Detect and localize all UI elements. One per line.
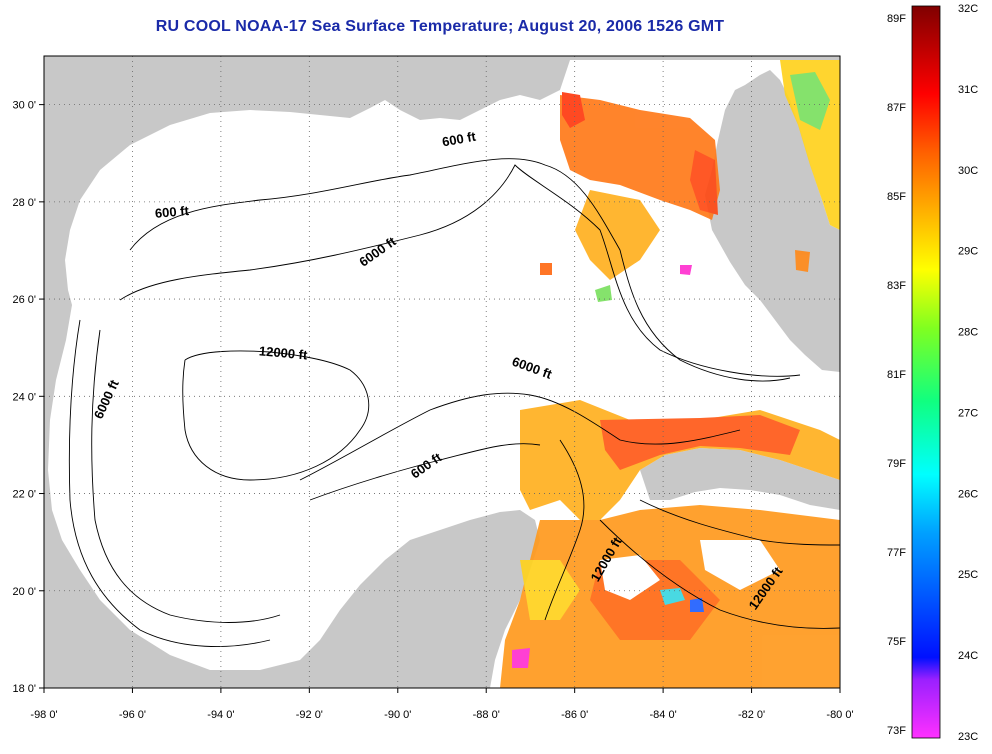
lat-tick-label: 18 0'	[12, 683, 36, 695]
contour-label: 600 ft	[154, 203, 190, 221]
latitude-labels: 18 0' 20 0' 22 0' 24 0' 26 0' 28 0' 30 0'	[12, 100, 44, 695]
map-frame	[43, 55, 841, 689]
lon-tick-label: -84 0'	[650, 709, 677, 721]
mexico-land	[44, 305, 540, 688]
lat-tick-label: 24 0'	[12, 391, 36, 403]
lat-tick-label: 22 0'	[12, 489, 36, 501]
contour-label: 12000 ft	[258, 343, 308, 362]
lon-tick-label: -88 0'	[473, 709, 500, 721]
us-coast-land	[44, 56, 840, 372]
longitude-labels: -98 0' -96 0' -94 0' -92 0' -90 0' -88 0' -86 …	[30, 688, 854, 721]
contour-600ft	[129, 158, 791, 382]
lon-tick-label: -90 0'	[384, 709, 411, 721]
bathymetry-contours	[68, 158, 840, 648]
lon-tick-label: -96 0'	[119, 709, 146, 721]
lon-tick-label: -86 0'	[561, 709, 588, 721]
lat-tick-label: 20 0'	[12, 586, 36, 598]
contour-6000ft	[119, 164, 801, 377]
contour-12000ft	[182, 350, 370, 481]
lat-tick-label: 28 0'	[12, 197, 36, 209]
contour-label: 600 ft	[441, 129, 478, 150]
us-north-coast	[44, 56, 840, 305]
lat-tick-label: 26 0'	[12, 294, 36, 306]
map-title: RU COOL NOAA-17 Sea Surface Temperature;…	[155, 18, 725, 35]
lon-tick-label: -82 0'	[738, 709, 765, 721]
lon-tick-label: -92 0'	[296, 709, 323, 721]
lon-tick-label: -94 0'	[207, 709, 234, 721]
lon-tick-label: -98 0'	[30, 709, 57, 721]
sst-data-layer	[500, 60, 840, 688]
lon-tick-label: -80 0'	[826, 709, 853, 721]
cuba-land	[640, 448, 840, 510]
lat-tick-label: 30 0'	[12, 100, 36, 112]
